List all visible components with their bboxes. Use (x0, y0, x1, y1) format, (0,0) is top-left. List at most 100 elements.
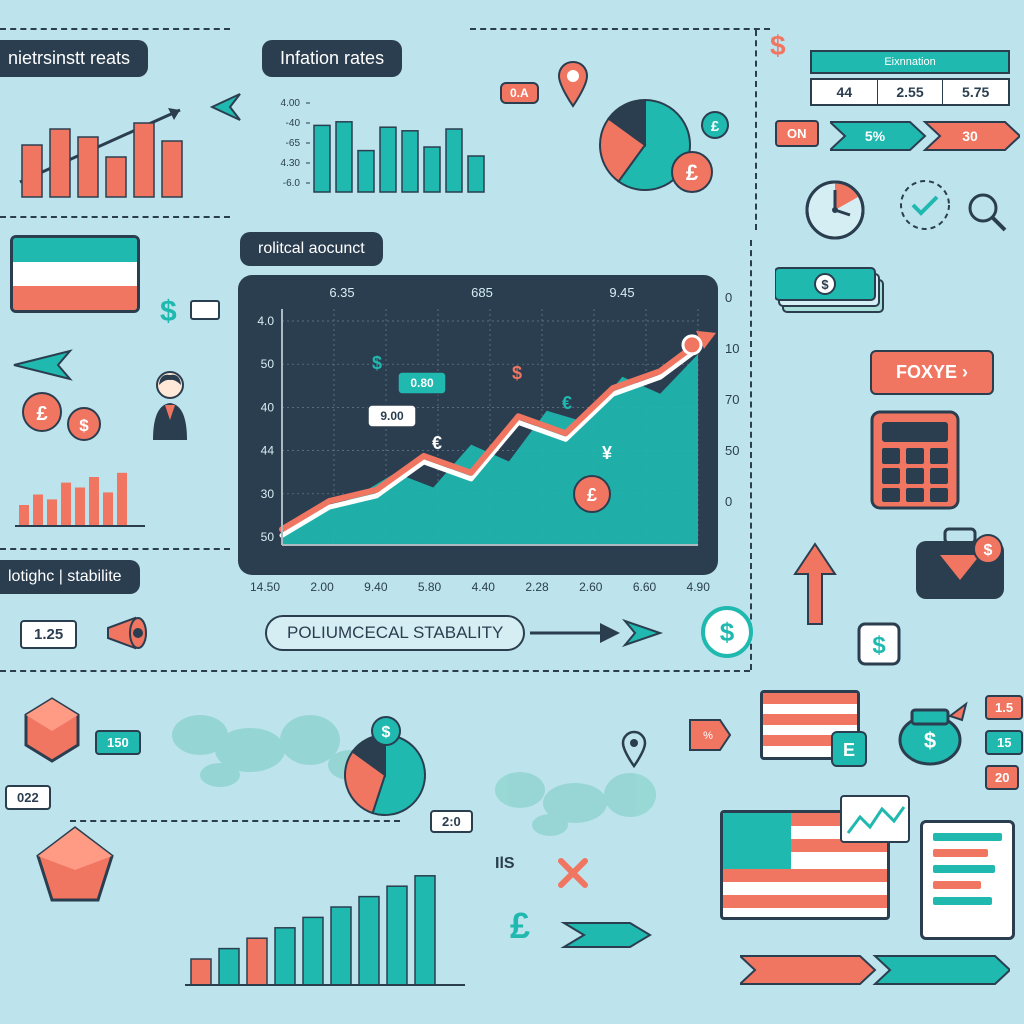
svg-text:¥: ¥ (602, 443, 612, 463)
mini-line-badge (840, 795, 910, 843)
pound-coin-icon: £ (670, 150, 714, 194)
svg-text:30: 30 (261, 487, 275, 501)
stripe-card (10, 235, 140, 313)
svg-text:$: $ (872, 632, 886, 659)
callout-badge: 0.A (500, 82, 539, 104)
x-icon (555, 855, 591, 891)
svg-text:$: $ (821, 277, 829, 292)
arrow-right-icon (530, 615, 670, 651)
tag-cluster-icon: % (680, 710, 740, 780)
calculator-icon (870, 410, 960, 510)
svg-text:$: $ (924, 728, 936, 753)
main-x-labels: 14.50 2.00 9.40 5.80 4.40 2.28 2.60 6.60… (250, 580, 710, 594)
arrow-plane-icon (10, 345, 90, 385)
svg-text:€: € (432, 433, 442, 453)
numbers-row: 44 2.55 5.75 (810, 78, 1010, 106)
svg-text:$: $ (512, 363, 522, 383)
svg-text:50: 50 (261, 357, 275, 371)
svg-text:£: £ (36, 403, 47, 425)
inflation-rates-label: Infation rates (262, 40, 402, 77)
money-stack-icon: $ (775, 260, 895, 320)
interest-rates-label: nietrsinstt reats (0, 40, 148, 77)
e-badge-icon: E (830, 730, 868, 768)
dashed-circle-icon (895, 175, 955, 235)
svg-text:$: $ (984, 542, 993, 559)
svg-text:9.00: 9.00 (380, 409, 404, 423)
svg-text:£: £ (686, 160, 699, 185)
interest-text: nietrsinstt reats (8, 48, 130, 69)
pin-icon (555, 60, 591, 110)
inflation-bar-chart: 4.00 -40 -65 4.30 -6.0 (270, 92, 500, 207)
bottom-arrow-banner (740, 950, 1010, 990)
dollar-text-icon: $ (160, 295, 177, 329)
magnifier-icon (965, 190, 1009, 234)
stabilite-label: lotighc | stabilite (0, 560, 140, 594)
send-icon (210, 90, 244, 124)
money-pot-icon: $ (890, 690, 970, 770)
ribbon-header: Eixnnation (810, 50, 1010, 74)
svg-text:0.80: 0.80 (410, 376, 434, 390)
badge-r2: 15 (985, 730, 1023, 755)
svg-text:44: 44 (261, 444, 275, 458)
pound-coin-small-icon: £ (700, 110, 730, 140)
svg-text:6.35: 6.35 (329, 285, 354, 300)
svg-text:4.30: 4.30 (281, 158, 301, 169)
ribbon-chevrons: 5% 30 (830, 118, 1020, 154)
svg-text:£: £ (711, 118, 720, 135)
svg-text:%: % (703, 730, 713, 742)
list-card (920, 820, 1015, 940)
svg-text:9.45: 9.45 (609, 285, 634, 300)
interest-bar-chart (10, 92, 210, 202)
on-button[interactable]: ON (775, 120, 819, 147)
mini-bars-left (15, 450, 165, 530)
badge-r3: 20 (985, 765, 1019, 790)
svg-text:€: € (562, 393, 572, 413)
inflation-text: Infation rates (280, 48, 384, 69)
hex-icon (20, 695, 84, 765)
political-stability-label: POLIUMCECAL STABALITY (265, 615, 525, 651)
up-arrow-icon (790, 540, 840, 630)
svg-text:5%: 5% (865, 128, 886, 144)
megaphone-icon (100, 608, 160, 658)
badge-125: 1.25 (20, 620, 77, 649)
account-label: rolitcal aocunct (240, 232, 383, 266)
ils-label: IlS (495, 855, 515, 873)
svg-text:30: 30 (962, 128, 978, 144)
main-yright-labels: 0 10 70 50 0 (725, 290, 739, 509)
main-chart-panel: 6.35 685 9.45 4.0 50 40 44 30 50 $ € $ ¥ € £0.80 9.00 (238, 275, 718, 575)
badge-150: 150 (95, 730, 141, 755)
person-icon (135, 365, 205, 445)
dollar-sign-icon: $ (770, 30, 786, 62)
pie-value-label: 2:0 (430, 810, 473, 833)
svg-text:4.00: 4.00 (281, 98, 301, 109)
svg-text:$: $ (720, 617, 735, 647)
svg-text:40: 40 (261, 400, 275, 414)
worldmap2-icon (480, 755, 680, 850)
svg-text:-6.0: -6.0 (283, 178, 301, 189)
svg-text:E: E (843, 740, 855, 760)
badge-r1: 1.5 (985, 695, 1023, 720)
svg-text:£: £ (587, 485, 597, 505)
svg-text:$: $ (382, 724, 391, 741)
clock-icon (800, 175, 870, 245)
pie-dollar-icon: $ (370, 715, 402, 747)
pentagon-icon (30, 820, 120, 910)
dollar-circle-icon: $ (700, 605, 754, 659)
mini-badge (190, 300, 220, 320)
badge-022: 022 (5, 785, 51, 810)
dollar-coin-icon: $ (65, 405, 103, 443)
dollar-box-icon: $ (855, 620, 903, 668)
briefcase-icon: $ (910, 525, 1010, 605)
svg-text:4.0: 4.0 (257, 314, 274, 328)
svg-text:$: $ (372, 353, 382, 373)
svg-text:$: $ (79, 416, 89, 435)
svg-text:685: 685 (471, 285, 493, 300)
svg-text:-40: -40 (286, 118, 301, 129)
svg-text:-65: -65 (286, 138, 301, 149)
pound-coin-2-icon: £ (20, 390, 64, 434)
foxye-button[interactable]: FOXYE › (870, 350, 994, 395)
pound-text-icon: £ (510, 905, 530, 947)
chevron-icon (560, 915, 670, 955)
bottom-bar-chart (185, 840, 475, 990)
svg-text:50: 50 (261, 530, 275, 544)
